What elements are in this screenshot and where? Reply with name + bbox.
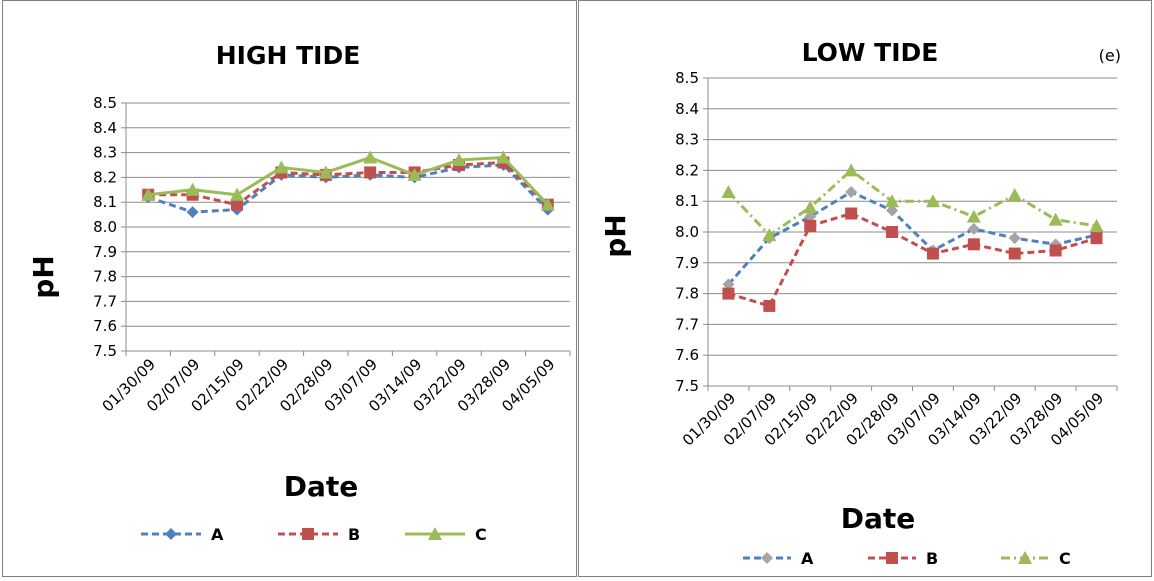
- y-tick-label: 8.4: [93, 119, 117, 137]
- series-c-point: [966, 209, 981, 223]
- series-b-point: [364, 166, 377, 179]
- series-b-point: [763, 299, 776, 312]
- legend-label-b: B: [348, 525, 360, 544]
- y-tick-label: 8.3: [675, 131, 699, 149]
- legend-marker-b: [886, 552, 898, 564]
- series-a-point: [722, 278, 735, 291]
- series-a-point: [186, 206, 199, 219]
- y-tick-label: 7.6: [675, 346, 699, 364]
- low-tide-chart: LOW TIDE (e) 7.5 7.6 7.7 7.8 7.9 8.0 8.1 8.2 8.3 8.…: [599, 38, 1121, 568]
- y-tick-label: 8.5: [675, 69, 699, 87]
- series-b-point: [804, 219, 817, 232]
- y-tick-label: 8.1: [93, 193, 117, 211]
- series-c-point: [925, 194, 940, 208]
- series-b-point: [926, 247, 939, 260]
- legend-label-b: B: [926, 549, 938, 568]
- y-tick-label: 8.0: [675, 223, 699, 241]
- legend-marker-a: [165, 528, 177, 540]
- series-c-point: [885, 194, 900, 208]
- series-c-point: [1048, 212, 1063, 226]
- chart-title: HIGH TIDE: [216, 41, 361, 70]
- series-c-point: [803, 200, 818, 214]
- y-tick-label: 8.2: [93, 168, 117, 186]
- y-tick-label: 7.8: [93, 268, 117, 286]
- series-b-point: [722, 287, 735, 300]
- series-b-point: [967, 238, 980, 251]
- series-c-point: [318, 165, 333, 179]
- series-c-point: [274, 160, 289, 174]
- series-c-point: [540, 197, 555, 211]
- y-tick-label: 7.8: [675, 285, 699, 303]
- series-a-point: [1008, 232, 1021, 245]
- chart-title: LOW TIDE: [802, 38, 939, 67]
- series-b-line: [728, 212, 1097, 308]
- series-a-point: [886, 204, 899, 217]
- series-c-point: [230, 187, 244, 201]
- y-tick-label: 7.5: [675, 377, 699, 395]
- series-b-point: [1049, 244, 1062, 257]
- low-tide-chart-panel: LOW TIDE (e) 7.5 7.6 7.7 7.8 7.9 8.0 8.1 8.2 8.3 8.…: [578, 0, 1152, 577]
- legend-label-a: A: [801, 549, 814, 568]
- y-axis-label: pH: [27, 255, 60, 298]
- y-tick-label: 8.0: [93, 218, 117, 236]
- legend-marker-a: [761, 552, 773, 564]
- series-b-line: [148, 161, 549, 207]
- y-tick-label: 8.1: [675, 192, 699, 210]
- series-c-point: [721, 184, 736, 198]
- series-a-point: [804, 210, 817, 223]
- legend-label-c: C: [475, 525, 487, 544]
- series-b-point: [886, 226, 899, 238]
- series-c-point: [496, 150, 511, 164]
- y-tick-label: 7.7: [93, 292, 117, 310]
- series-c-point: [452, 153, 466, 167]
- series-b-point: [1008, 247, 1021, 260]
- high-tide-chart: HIGH TIDE 7.5 7.6 7.7 7.8 7.9 8.0 8.1 8.2 8.3 8.4 8…: [27, 41, 571, 544]
- y-axis-label: pH: [599, 214, 632, 257]
- series-c-point: [185, 182, 200, 196]
- series-b-point: [231, 198, 243, 211]
- y-tick-label: 7.9: [675, 254, 699, 272]
- series-a-point: [845, 185, 858, 198]
- legend-marker-b: [302, 528, 314, 540]
- series-c-line: [727, 168, 1097, 237]
- y-tick-label: 8.3: [93, 144, 117, 162]
- y-tick-label: 8.4: [675, 100, 699, 118]
- y-tick-label: 7.7: [675, 315, 699, 333]
- series-c-point: [762, 228, 777, 242]
- y-tick-label: 7.6: [93, 317, 117, 335]
- series-c-point: [1007, 188, 1022, 202]
- y-tick-label: 8.2: [675, 161, 699, 179]
- series-c-point: [407, 167, 422, 181]
- series-b-point: [845, 207, 858, 220]
- legend-marker-c: [1018, 551, 1032, 564]
- y-tick-label: 7.9: [93, 243, 117, 261]
- y-tick-label: 8.5: [93, 94, 117, 112]
- series-c-point: [141, 187, 156, 201]
- x-axis-label: Date: [284, 470, 359, 503]
- legend-label-a: A: [211, 525, 224, 544]
- series-a-point: [967, 222, 980, 235]
- legend-label-c: C: [1059, 549, 1071, 568]
- legend-marker-c: [428, 527, 442, 540]
- series-c-point: [1089, 218, 1104, 232]
- high-tide-chart-panel: HIGH TIDE 7.5 7.6 7.7 7.8 7.9 8.0 8.1 8.2 8.3 8.4 8…: [2, 0, 577, 577]
- series-c-point: [363, 150, 378, 164]
- y-tick-label: 7.5: [93, 342, 117, 360]
- series-c-line: [148, 156, 549, 206]
- panel-label: (e): [1099, 46, 1121, 65]
- series-a-line: [147, 163, 549, 214]
- x-axis-label: Date: [841, 502, 916, 535]
- series-a-line: [727, 190, 1097, 286]
- series-c-point: [844, 163, 859, 177]
- series-b-point: [1090, 232, 1103, 245]
